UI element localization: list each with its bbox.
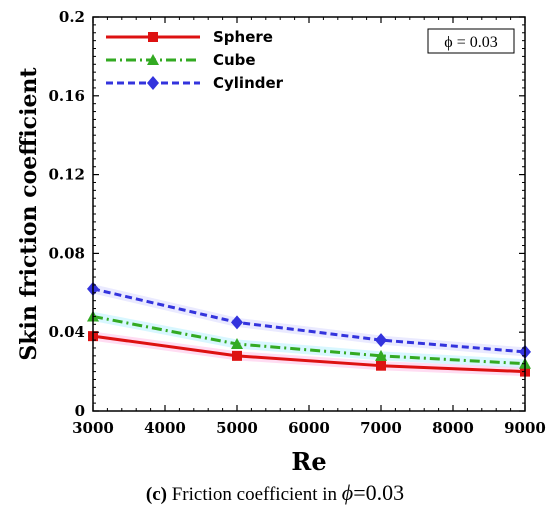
x-tick-label: 4000 [144,419,186,437]
caption-label: (c) [145,484,167,505]
legend-cube-marker [147,54,159,65]
x-tick-label: 7000 [360,419,402,437]
x-tick-label: 8000 [432,419,474,437]
caption-value: =0.03 [353,480,405,505]
cylinder-point [375,333,387,348]
cylinder-line [92,287,526,354]
legend-cylinder-label: Cylinder [213,74,284,92]
legend-sphere-marker [148,32,158,42]
y-tick-label: 0.04 [48,323,85,341]
phi-annotation-box [427,28,515,54]
y-tick-label: 0.12 [48,166,85,184]
figure-caption: (c) Friction coefficient in ϕ=0.03 [0,480,550,506]
phi-annotation-text: ϕ = 0.03 [444,34,497,51]
cube-point [375,349,387,361]
x-tick-label: 9000 [504,419,546,437]
sphere-point [376,360,386,371]
cube-point [231,338,243,350]
caption-text: Friction coefficient in [166,484,342,505]
legend-cylinder-marker [147,76,159,90]
cylinder-point [231,315,243,330]
legend-sphere-label: Sphere [213,28,273,46]
legend-cube-label: Cube [213,51,256,69]
sphere-point [232,350,242,361]
axis-ticks-layer [92,16,526,412]
y-tick-label: 0.08 [48,244,85,262]
x-axis-title: Re [291,447,326,476]
axis-tick-labels-layer: 3000 4000 5000 6000 7000 8000 9000 0 0.04 0.08 0.1… [48,8,545,437]
y-tick-label: 0 [75,402,85,420]
caption-phi-symbol: ϕ [341,480,354,505]
x-tick-label: 6000 [288,419,330,437]
y-tick-label: 0.2 [59,8,85,26]
cube-line [92,314,526,366]
y-axis-title: Skin friction coefficient [16,67,42,361]
series-lines-layer [92,287,526,374]
x-tick-label: 5000 [216,419,258,437]
sphere-line [92,334,526,374]
phi-annotation: ϕ = 0.03 [427,28,515,54]
legend: Sphere Cube Cylinder [106,28,284,92]
skin-friction-chart: 3000 4000 5000 6000 7000 8000 9000 0 0.04 0.08 0.1… [16,8,546,476]
y-tick-label: 0.16 [48,87,85,105]
x-tick-label: 3000 [72,419,114,437]
